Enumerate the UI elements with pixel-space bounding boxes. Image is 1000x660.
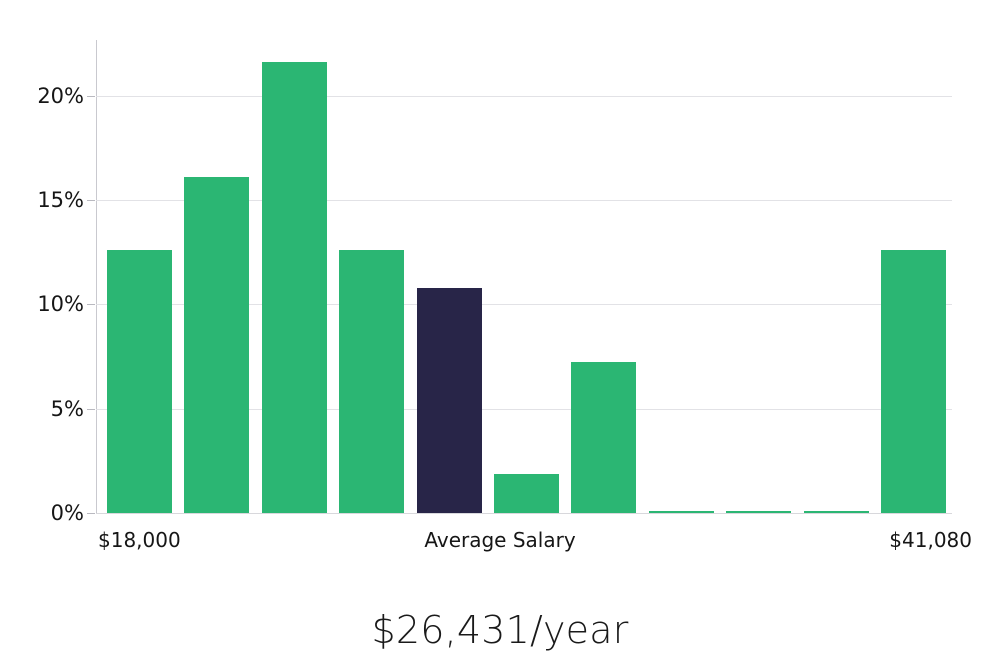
y-tick-label-15: 15% [37, 188, 84, 212]
bar-3 [261, 62, 327, 513]
bar-11 [881, 250, 946, 513]
bar-9 [726, 510, 792, 513]
plot-area [87, 40, 952, 514]
average-salary-caption: $26,431/year [371, 608, 629, 652]
gridline-0 [96, 513, 952, 514]
bar-4 [339, 250, 405, 513]
bar-7 [571, 361, 637, 513]
bar-1 [107, 250, 172, 513]
y-tick-mark-20 [87, 96, 95, 97]
x-axis-min-label: $18,000 [98, 528, 181, 552]
y-tick-label-10: 10% [37, 292, 84, 316]
gridline-5 [96, 409, 952, 410]
x-axis-labels: $18,000 Average Salary $41,080 [0, 528, 1000, 562]
bar-6 [494, 474, 559, 513]
bar-10 [803, 510, 869, 513]
y-tick-label-20: 20% [37, 84, 84, 108]
bar-8 [648, 510, 714, 513]
y-tick-mark-0 [87, 513, 95, 514]
y-tick-mark-10 [87, 304, 95, 305]
x-axis-title: Average Salary [424, 528, 576, 552]
y-axis-spine [96, 40, 97, 514]
x-axis-max-label: $41,080 [889, 528, 972, 552]
y-tick-label-5: 5% [50, 397, 84, 421]
y-tick-mark-15 [87, 200, 95, 201]
bar-5 [416, 287, 482, 513]
y-axis-labels: 0% 5% 10% 15% 20% [0, 0, 84, 660]
bar-2 [184, 177, 250, 513]
gridline-15 [96, 200, 952, 201]
gridline-10 [96, 304, 952, 305]
y-tick-mark-5 [87, 409, 95, 410]
gridline-20 [96, 96, 952, 97]
y-tick-label-0: 0% [50, 501, 84, 525]
